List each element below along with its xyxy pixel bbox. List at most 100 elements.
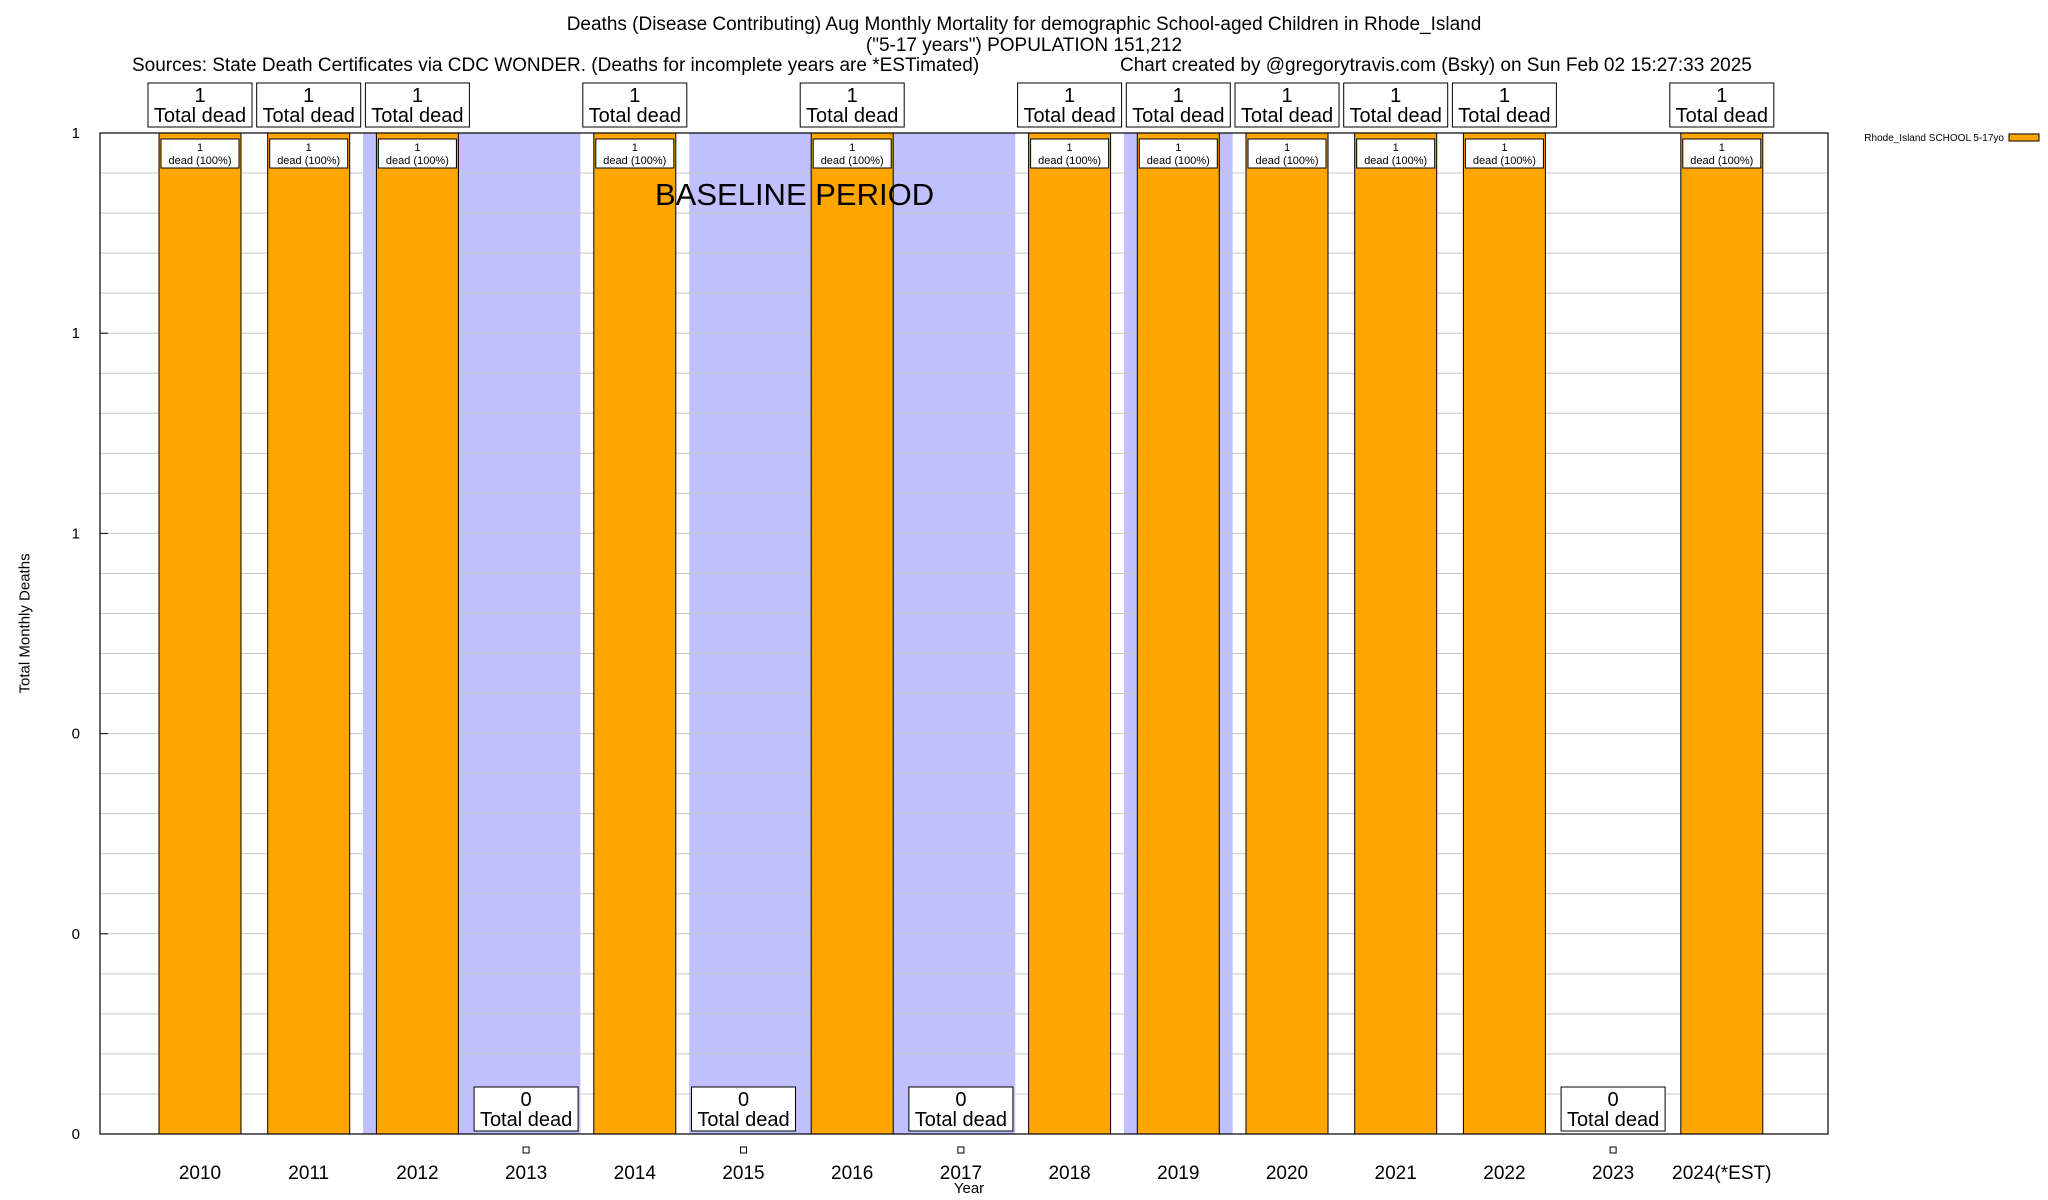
zero-marker-2017 xyxy=(957,1146,965,1154)
bar-percent-label-2011: dead (100%) xyxy=(277,155,340,167)
total-box-2014 xyxy=(582,82,688,128)
total-label-2019: Total dead xyxy=(1132,105,1224,127)
bar-2012 xyxy=(375,132,459,1135)
total-box-2022 xyxy=(1451,82,1557,128)
total-value-2015: 0 xyxy=(738,1089,749,1111)
total-label-2017: Total dead xyxy=(915,1109,1007,1131)
bar-label-box-2021 xyxy=(1356,138,1436,169)
total-box-2012 xyxy=(364,82,470,128)
total-value-2013: 0 xyxy=(521,1089,532,1111)
total-label-2014: Total dead xyxy=(589,105,681,127)
chart-credit: Chart created by @gregorytravis.com (Bsk… xyxy=(1120,55,1752,76)
x-tick-label-2015: 2015 xyxy=(722,1163,764,1184)
total-box-2013 xyxy=(473,1086,579,1132)
total-value-2010: 1 xyxy=(194,85,205,107)
bar-percent-label-2021: dead (100%) xyxy=(1364,155,1427,167)
bar-label-box-2024(*EST) xyxy=(1682,138,1762,169)
x-tick-label-2013: 2013 xyxy=(505,1163,547,1184)
x-tick-label-2018: 2018 xyxy=(1048,1163,1090,1184)
total-value-2019: 1 xyxy=(1173,85,1184,107)
total-box-2021 xyxy=(1343,82,1449,128)
total-value-2020: 1 xyxy=(1281,85,1292,107)
total-label-2012: Total dead xyxy=(371,105,463,127)
bar-value-label-2024(*EST): 1 xyxy=(1719,142,1725,154)
y-tick-label-2: 0 xyxy=(72,726,80,743)
bar-value-label-2016: 1 xyxy=(849,142,855,154)
x-tick-label-2021: 2021 xyxy=(1375,1163,1417,1184)
total-box-2010 xyxy=(147,82,253,128)
total-box-2023 xyxy=(1560,1086,1666,1132)
total-value-2018: 1 xyxy=(1064,85,1075,107)
bar-2011 xyxy=(267,132,351,1135)
chart-title-line1: Deaths (Disease Contributing) Aug Monthl… xyxy=(566,14,1482,35)
y-tick-label-1: 0 xyxy=(72,926,80,943)
bar-percent-label-2022: dead (100%) xyxy=(1473,155,1536,167)
bar-label-box-2019 xyxy=(1138,138,1218,169)
y-tick-label-4: 1 xyxy=(72,325,80,342)
zero-marker-2023 xyxy=(1609,1146,1617,1154)
x-tick-label-2010: 2010 xyxy=(179,1163,221,1184)
total-value-2012: 1 xyxy=(412,85,423,107)
total-label-2013: Total dead xyxy=(480,1109,572,1131)
bar-percent-label-2020: dead (100%) xyxy=(1256,155,1319,167)
bar-label-box-2012 xyxy=(377,138,457,169)
zero-marker-2015 xyxy=(740,1146,747,1154)
bar-label-box-2018 xyxy=(1030,138,1110,169)
x-tick-label-2023: 2023 xyxy=(1592,1163,1634,1184)
total-value-2024(*EST): 1 xyxy=(1716,85,1727,107)
x-tick-label-2012: 2012 xyxy=(396,1163,438,1184)
y-tick-label-0: 0 xyxy=(72,1126,80,1143)
bar-value-label-2019: 1 xyxy=(1175,142,1181,154)
bar-label-box-2016 xyxy=(812,138,892,169)
total-label-2015: Total dead xyxy=(697,1109,789,1131)
total-value-2011: 1 xyxy=(303,85,314,107)
x-tick-label-2019: 2019 xyxy=(1157,1163,1199,1184)
bar-percent-label-2019: dead (100%) xyxy=(1147,155,1210,167)
x-tick-label-2022: 2022 xyxy=(1483,1163,1525,1184)
x-tick-label-2017: 2017 xyxy=(940,1163,982,1184)
total-value-2017: 0 xyxy=(955,1089,966,1111)
legend-label-0: Rhode_Island SCHOOL 5-17yo xyxy=(1864,133,2004,144)
bar-percent-label-2012: dead (100%) xyxy=(386,155,449,167)
x-tick-label-2024(*EST): 2024(*EST) xyxy=(1672,1163,1771,1184)
total-label-2023: Total dead xyxy=(1567,1109,1659,1131)
bar-2014 xyxy=(593,132,677,1135)
total-label-2024(*EST): Total dead xyxy=(1676,105,1768,127)
bar-percent-label-2010: dead (100%) xyxy=(169,155,232,167)
y-tick-label-5: 1 xyxy=(72,125,80,142)
bar-2024(*EST) xyxy=(1680,132,1764,1135)
bar-value-label-2011: 1 xyxy=(306,142,312,154)
bar-2021 xyxy=(1354,132,1438,1135)
bar-2020 xyxy=(1245,132,1329,1135)
total-value-2014: 1 xyxy=(629,85,640,107)
bar-label-box-2010 xyxy=(160,138,240,169)
total-box-2024(*EST) xyxy=(1669,82,1775,128)
x-tick-label-2020: 2020 xyxy=(1266,1163,1308,1184)
bar-percent-label-2018: dead (100%) xyxy=(1038,155,1101,167)
total-label-2011: Total dead xyxy=(263,105,355,127)
total-label-2018: Total dead xyxy=(1023,105,1115,127)
bar-label-box-2014 xyxy=(595,138,675,169)
total-label-2021: Total dead xyxy=(1350,105,1442,127)
bar-2022 xyxy=(1462,132,1546,1135)
bar-value-label-2012: 1 xyxy=(414,142,420,154)
x-tick-label-2014: 2014 xyxy=(614,1163,657,1184)
bar-percent-label-2016: dead (100%) xyxy=(821,155,884,167)
bar-value-label-2018: 1 xyxy=(1067,142,1073,154)
total-value-2016: 1 xyxy=(847,85,858,107)
total-value-2023: 0 xyxy=(1608,1089,1619,1111)
x-axis-title: Year xyxy=(953,1180,985,1197)
total-label-2020: Total dead xyxy=(1241,105,1333,127)
total-box-2017 xyxy=(908,1086,1014,1132)
bar-label-box-2022 xyxy=(1464,138,1544,169)
bar-label-box-2020 xyxy=(1247,138,1327,169)
zero-marker-2013 xyxy=(522,1146,530,1154)
total-label-2016: Total dead xyxy=(806,105,898,127)
total-box-2016 xyxy=(799,82,905,128)
bar-2016 xyxy=(810,132,894,1135)
legend-swatch-0 xyxy=(2008,133,2040,142)
baseline-period-label: BASELINE PERIOD xyxy=(655,177,934,212)
total-label-2010: Total dead xyxy=(154,105,246,127)
total-box-2019 xyxy=(1125,82,1231,128)
total-box-2015 xyxy=(691,1086,796,1132)
